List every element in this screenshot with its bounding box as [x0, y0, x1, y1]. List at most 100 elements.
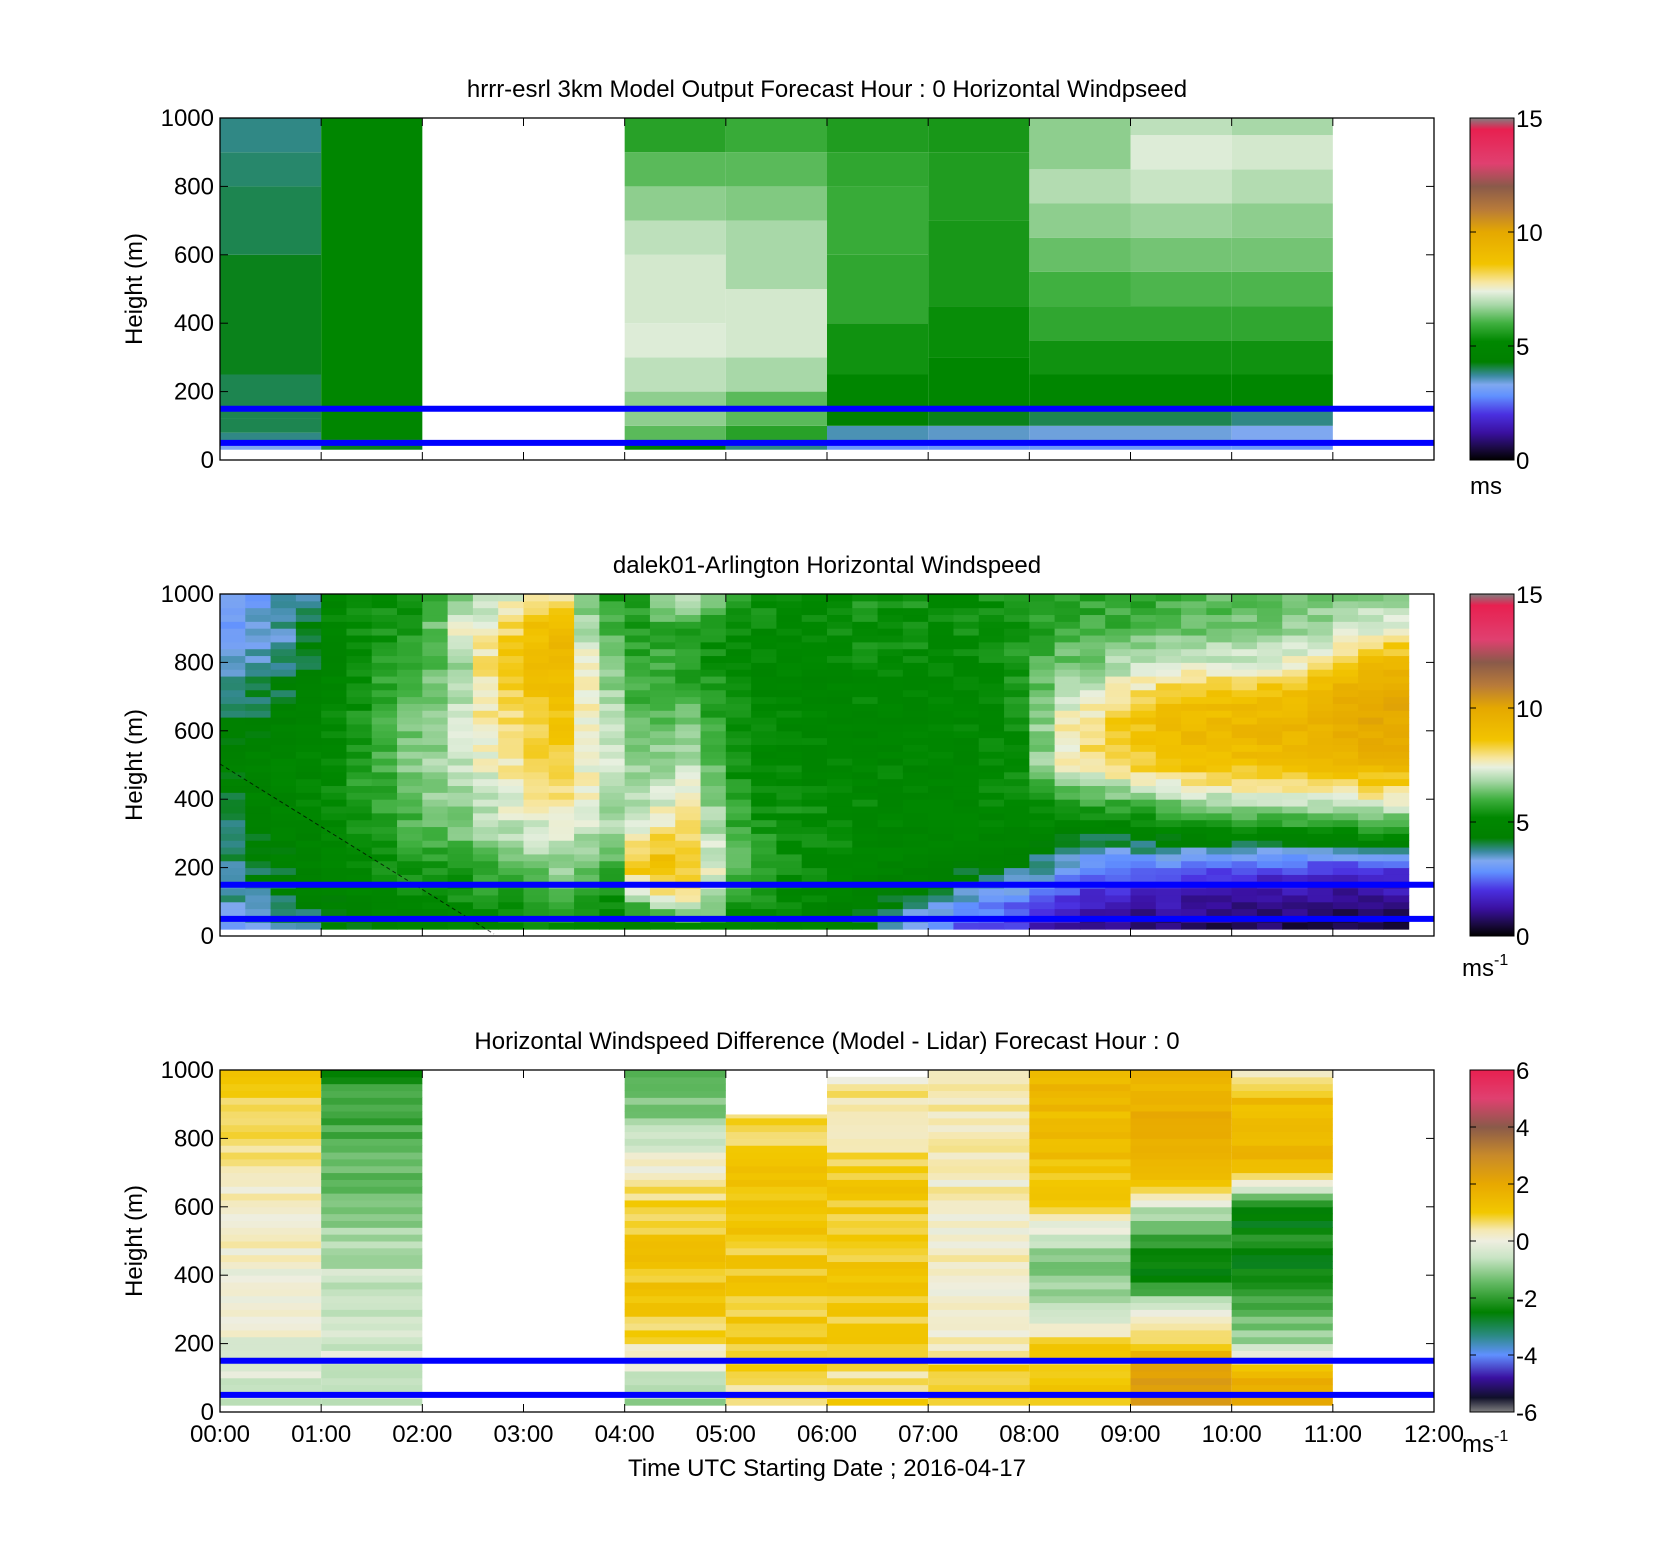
lidar-cell	[1029, 744, 1056, 752]
lidar-cell	[1105, 662, 1131, 670]
lidar-cell	[928, 799, 954, 807]
lidar-cell	[498, 689, 524, 698]
lidar-cell	[371, 867, 398, 875]
lidar-cell	[928, 874, 954, 882]
lidar-cell	[1181, 806, 1207, 814]
model-cell	[928, 118, 1030, 153]
lidar-cell	[1358, 669, 1384, 677]
lidar-cell	[548, 922, 575, 930]
lidar-cell	[1155, 765, 1182, 773]
model-cell	[624, 254, 726, 324]
lidar-cell	[1004, 676, 1030, 684]
lidar-cell	[220, 744, 246, 752]
difference-cell	[220, 1206, 322, 1215]
lidar-cell	[1105, 737, 1131, 745]
lidar-cell	[1332, 853, 1359, 862]
lidar-cell	[1130, 771, 1157, 780]
difference-cell	[928, 1104, 1030, 1112]
panel-model-title: hrrr-esrl 3km Model Output Forecast Hour…	[467, 76, 1187, 103]
lidar-cell	[1155, 785, 1182, 793]
lidar-cell	[1358, 635, 1384, 643]
difference-cell	[321, 1213, 423, 1221]
lidar-cell	[574, 669, 600, 677]
difference-cell	[827, 1343, 929, 1351]
lidar-cell	[624, 853, 651, 862]
lidar-cell	[675, 641, 702, 650]
lidar-cell	[978, 840, 1005, 848]
lidar-cell	[498, 778, 524, 787]
lidar-cell	[346, 867, 373, 875]
lidar-cell	[1231, 676, 1258, 684]
y-tick-label: 600	[174, 242, 214, 269]
lidar-cell	[1383, 594, 1410, 602]
lidar-cell	[371, 703, 398, 711]
lidar-cell	[1332, 806, 1359, 814]
lidar-cell	[725, 812, 752, 821]
lidar-cell	[928, 778, 954, 787]
lidar-cell	[725, 737, 752, 745]
difference-cell	[321, 1097, 423, 1105]
lidar-cell	[725, 833, 752, 841]
lidar-cell	[574, 607, 600, 616]
lidar-cell	[877, 908, 904, 916]
lidar-cell	[523, 614, 550, 622]
lidar-cell	[928, 676, 954, 684]
lidar-cell	[953, 614, 980, 622]
lidar-cell	[548, 833, 575, 841]
lidar-cell	[599, 765, 626, 773]
lidar-cell	[624, 737, 651, 745]
lidar-cell	[1079, 641, 1106, 650]
lidar-cell	[346, 765, 373, 773]
difference-cell	[725, 1152, 827, 1160]
lidar-cell	[346, 833, 373, 841]
lidar-cell	[877, 867, 904, 875]
lidar-cell	[902, 655, 929, 663]
lidar-cell	[1206, 833, 1233, 841]
lidar-cell	[1029, 696, 1056, 704]
difference-cell	[725, 1275, 827, 1283]
lidar-cell	[751, 717, 777, 725]
lidar-cell	[321, 635, 347, 643]
lidar-cell	[700, 607, 727, 616]
lidar-cell	[1054, 847, 1081, 855]
lidar-cell	[953, 635, 980, 643]
difference-cell	[1130, 1384, 1232, 1392]
lidar-cell	[978, 635, 1005, 643]
lidar-cell	[877, 682, 904, 691]
lidar-cell	[346, 853, 373, 862]
y-tick-label: 800	[174, 1125, 214, 1152]
lidar-cell	[649, 888, 676, 896]
lidar-cell	[700, 894, 727, 903]
lidar-cell	[827, 621, 853, 629]
lidar-cell	[472, 607, 499, 616]
lidar-cell	[902, 765, 929, 773]
lidar-cell	[397, 908, 423, 916]
lidar-cell	[220, 723, 246, 732]
lidar-cell	[295, 765, 322, 773]
lidar-cell	[902, 771, 929, 780]
lidar-cell	[978, 778, 1005, 787]
x-tick-label: 06:00	[797, 1421, 857, 1448]
lidar-cell	[1231, 621, 1258, 629]
difference-cell	[725, 1364, 827, 1372]
lidar-cell	[1105, 799, 1131, 807]
lidar-cell	[649, 669, 676, 677]
lidar-cell	[1155, 676, 1182, 684]
lidar-cell	[801, 785, 828, 793]
model-cell	[725, 118, 827, 153]
lidar-cell	[978, 888, 1005, 896]
lidar-cell	[801, 655, 828, 663]
lidar-cell	[498, 635, 524, 643]
lidar-cell	[978, 860, 1005, 869]
lidar-cell	[852, 840, 879, 848]
lidar-cell	[498, 922, 524, 930]
lidar-cell	[1307, 922, 1334, 930]
model-cell	[1231, 237, 1333, 272]
difference-cell	[1029, 1316, 1131, 1324]
lidar-cell	[270, 888, 297, 896]
lidar-cell	[1155, 792, 1182, 800]
lidar-cell	[700, 717, 727, 725]
lidar-cell	[270, 901, 297, 910]
lidar-cell	[270, 723, 297, 732]
lidar-cell	[751, 765, 777, 773]
